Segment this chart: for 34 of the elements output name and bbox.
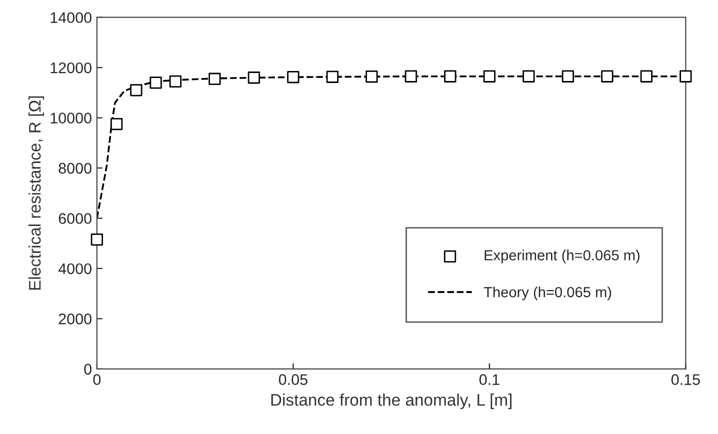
x-tick-label: 0 — [93, 374, 101, 385]
x-tick-label: 0.1 — [479, 374, 500, 385]
legend-label: Experiment (h=0.065 m) — [484, 250, 640, 264]
y-tick-label: 2000 — [58, 314, 92, 324]
point — [680, 70, 692, 82]
y-tick-label: 4000 — [58, 263, 92, 274]
y-tick-label: 10000 — [50, 112, 92, 124]
point — [287, 71, 300, 84]
y-tick-label: 12000 — [50, 62, 92, 74]
y-tick-label: 0 — [84, 364, 92, 375]
legend-label: Theory (h=0.065 m) — [484, 286, 612, 300]
point — [366, 70, 378, 83]
x-tick-label: 0.15 — [671, 374, 700, 385]
point — [444, 70, 456, 82]
point — [130, 84, 142, 96]
y-tick-label: 14000 — [50, 12, 92, 24]
point — [404, 70, 418, 82]
point — [150, 76, 162, 89]
point — [522, 70, 535, 82]
point — [326, 70, 339, 83]
point — [640, 70, 653, 82]
x-axis-title: Distance from the anomaly, L [m] — [271, 394, 512, 410]
point — [110, 118, 123, 130]
x-tick-label: 0.05 — [278, 374, 308, 385]
point — [483, 70, 496, 82]
y-tick-label: 6000 — [58, 213, 92, 224]
point — [169, 75, 182, 88]
point — [90, 234, 104, 246]
y-tick-label: 8000 — [58, 162, 92, 174]
y-axis-title: Electrical resistance, R [Ω] — [28, 96, 44, 290]
point — [208, 72, 221, 85]
point — [562, 70, 574, 82]
point — [248, 72, 260, 84]
point — [601, 70, 614, 82]
